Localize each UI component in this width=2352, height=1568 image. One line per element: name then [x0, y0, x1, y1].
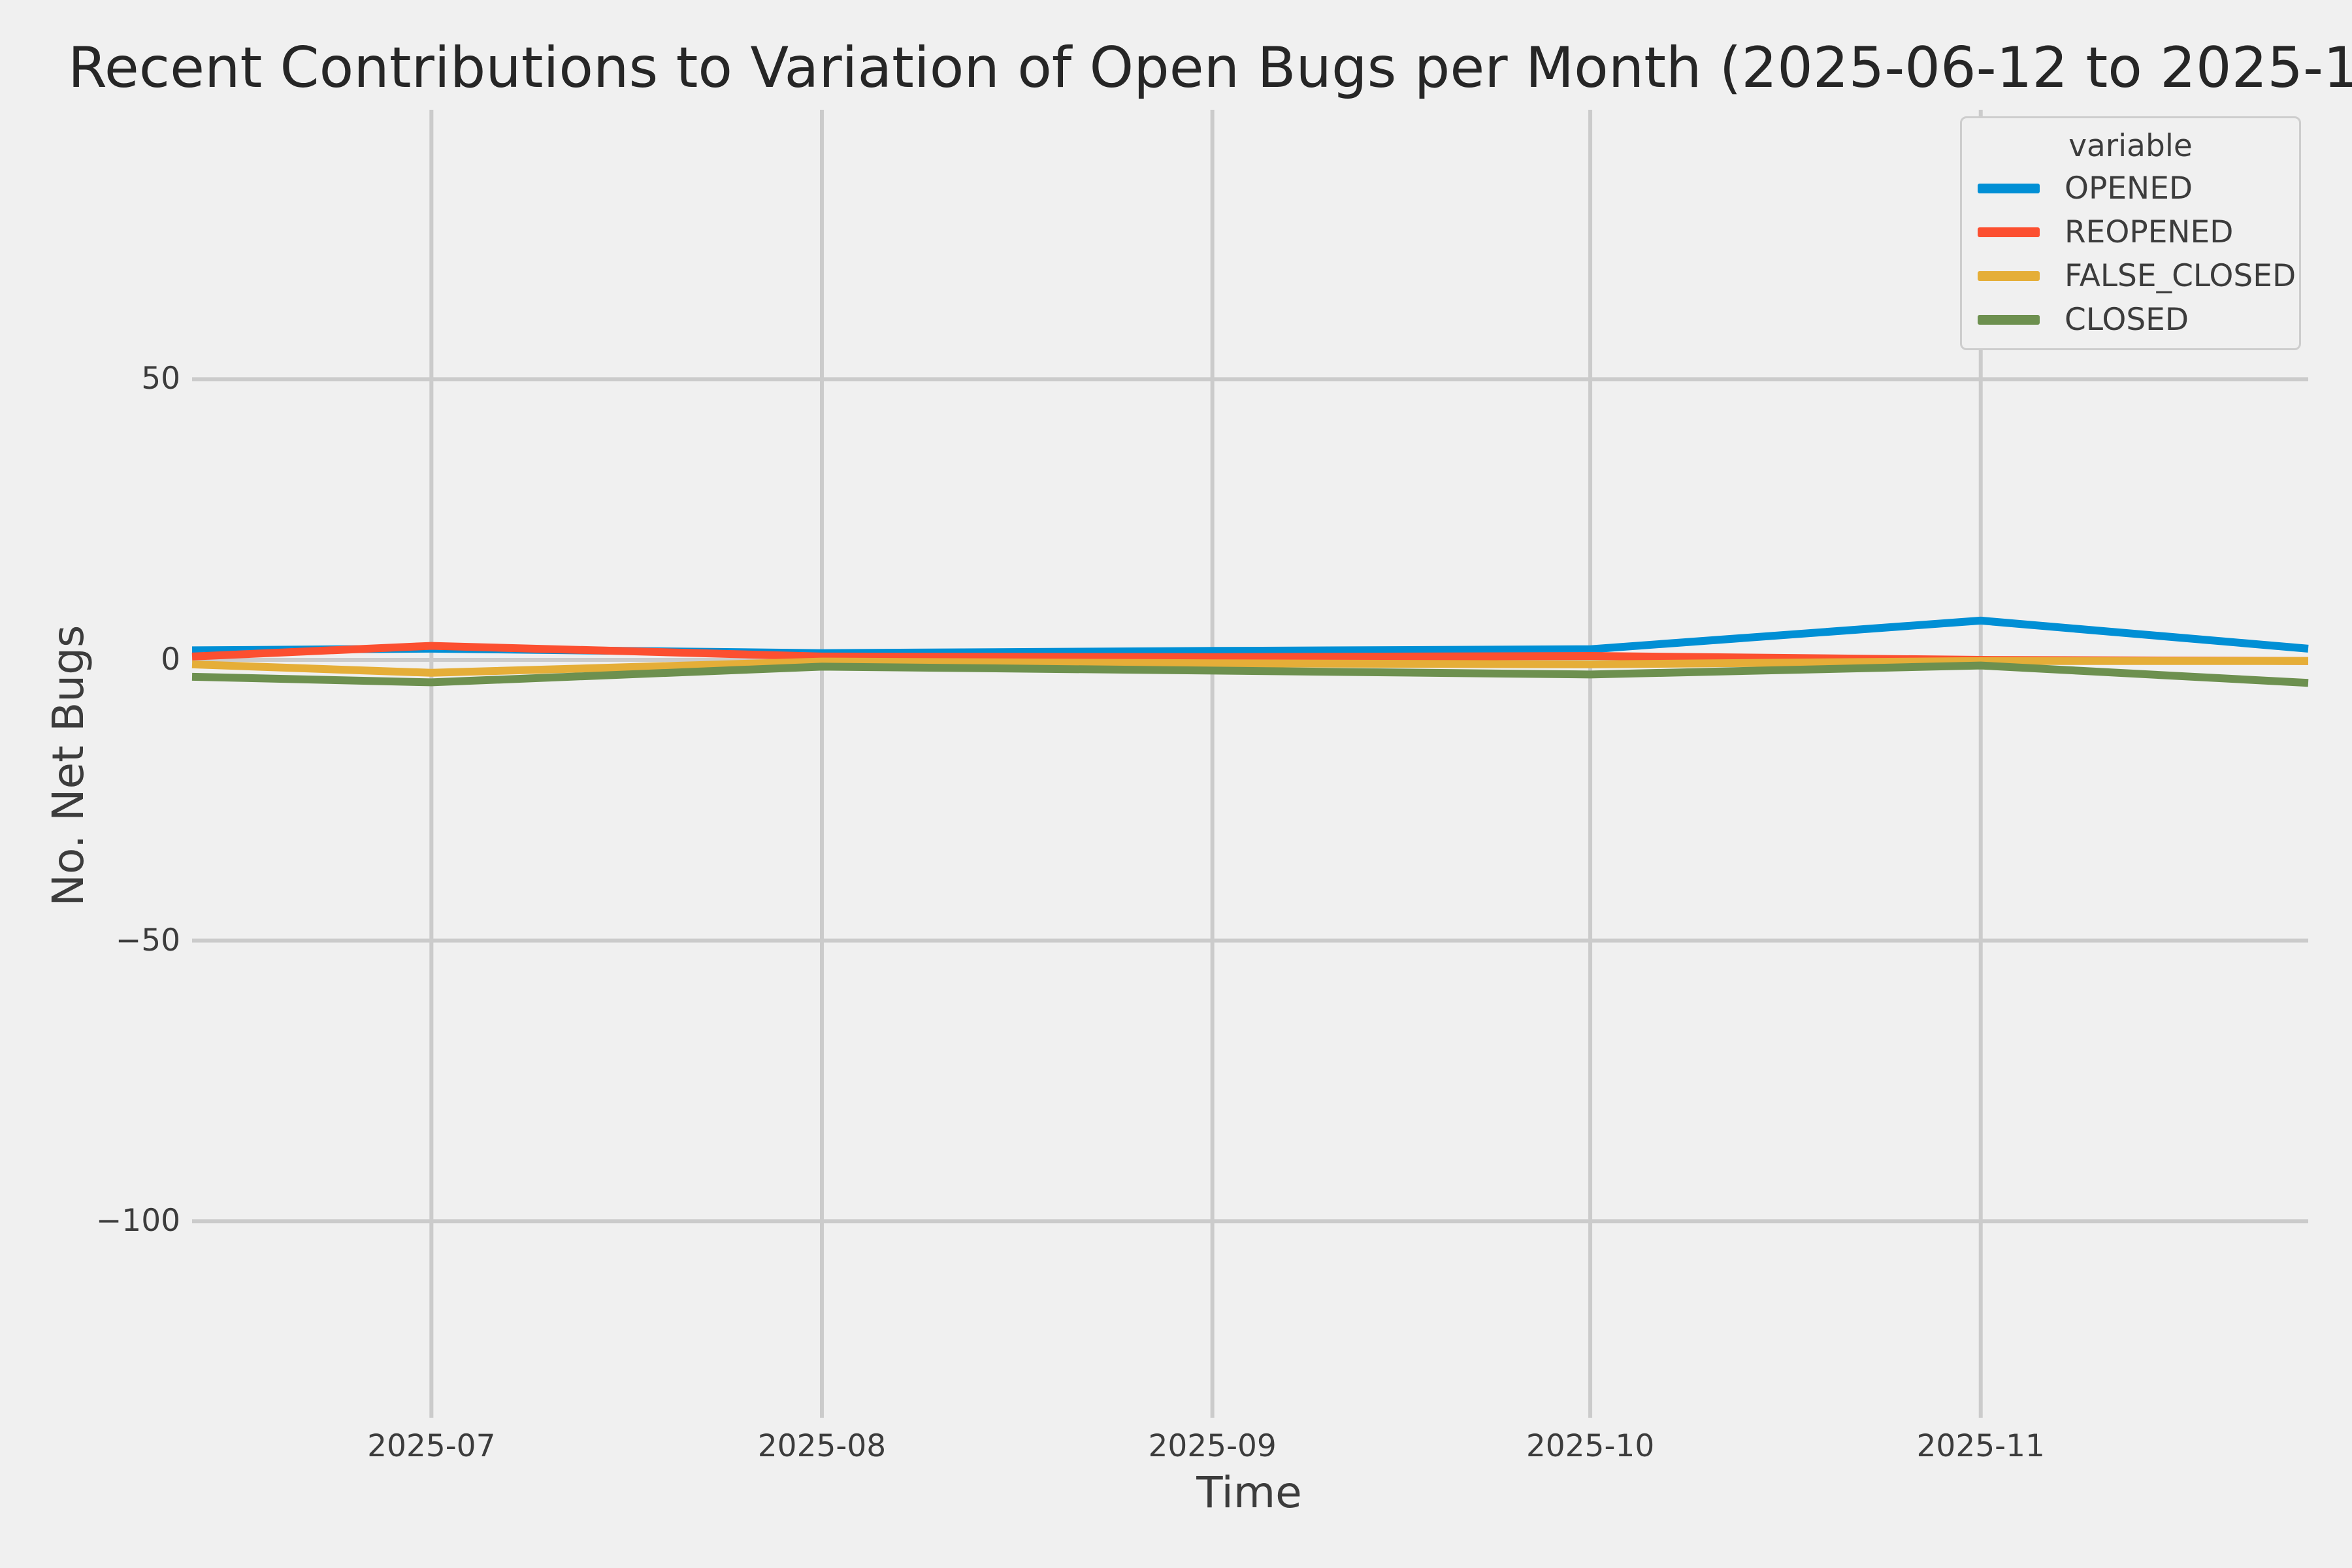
x-tick-2025-08: 2025-08 [757, 1428, 887, 1464]
legend-entries: OPENED REOPENED FALSE_CLOSED CLOSED [1962, 167, 2299, 342]
x-tick-2025-07: 2025-07 [367, 1428, 496, 1464]
x-tick-2025-09: 2025-09 [1148, 1428, 1277, 1464]
y-tick--100: −100 [95, 1203, 180, 1239]
x-tick-2025-11: 2025-11 [1916, 1428, 2045, 1464]
legend-swatch-REOPENED [1978, 227, 2040, 237]
chart-title: Recent Contributions to Variation of Ope… [68, 35, 2352, 101]
legend-label-FALSE_CLOSED: FALSE_CLOSED [2065, 258, 2296, 294]
legend-swatch-FALSE_CLOSED [1978, 271, 2040, 281]
y-tick--50: −50 [115, 922, 180, 958]
legend-swatch-OPENED [1978, 184, 2040, 193]
y-tick-0: 0 [161, 642, 180, 678]
legend-swatch-CLOSED [1978, 315, 2040, 325]
x-axis-label: Time [1196, 1467, 1302, 1518]
legend: variable OPENED REOPENED FALSE_CLOSED CLOSE… [1960, 116, 2301, 350]
x-tick-2025-10: 2025-10 [1526, 1428, 1655, 1464]
y-tick-50: 50 [141, 361, 180, 397]
legend-title: variable [2068, 128, 2193, 164]
legend-entry-FALSE_CLOSED: FALSE_CLOSED [1962, 254, 2299, 298]
legend-label-CLOSED: CLOSED [2065, 302, 2189, 338]
legend-label-OPENED: OPENED [2065, 171, 2193, 206]
series-line-CLOSED [191, 661, 2309, 687]
legend-entry-OPENED: OPENED [1962, 167, 2299, 210]
legend-label-REOPENED: REOPENED [2065, 214, 2234, 250]
series-line-FALSE_CLOSED [191, 657, 2308, 677]
legend-entry-REOPENED: REOPENED [1962, 210, 2299, 254]
legend-entry-CLOSED: CLOSED [1962, 298, 2299, 342]
